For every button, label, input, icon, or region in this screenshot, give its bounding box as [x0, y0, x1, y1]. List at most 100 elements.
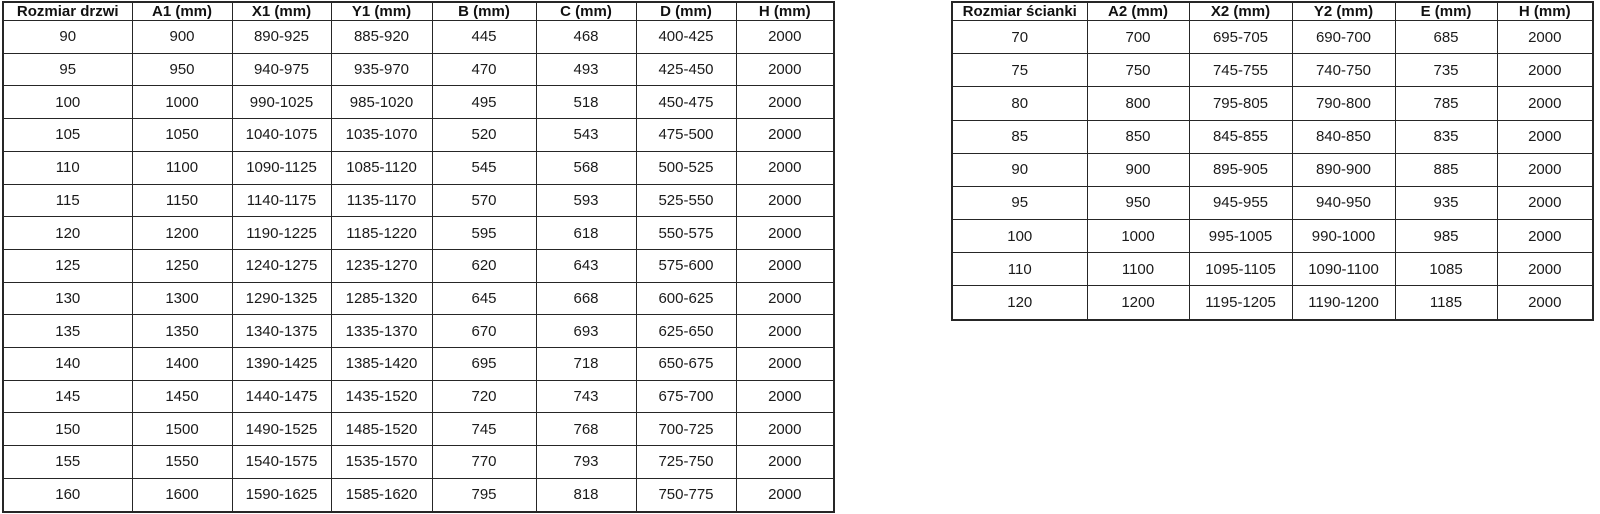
table-cell: 2000	[1496, 86, 1594, 121]
table-cell: 2000	[735, 52, 835, 87]
table-cell: 945-955	[1188, 185, 1293, 221]
table-cell: 2000	[1496, 119, 1594, 154]
table-cell: 1600	[131, 477, 233, 513]
table-cell: 620	[431, 248, 537, 283]
table-cell: 1000	[131, 85, 233, 120]
table-cell: 850	[1086, 119, 1190, 154]
table-cell: 935	[1394, 185, 1498, 221]
table-cell: 2000	[735, 216, 835, 250]
table-cell: 495	[431, 85, 537, 120]
table-row: 95 950 940-975 935-970 470 493 425-450 2000	[2, 52, 835, 87]
table-cell: 995-1005	[1188, 219, 1293, 254]
table-cell: 1300	[131, 281, 233, 316]
table-cell: 468	[535, 20, 637, 54]
table-cell: 890-925	[231, 20, 332, 54]
table-cell: 570	[431, 183, 537, 218]
table-cell: 1200	[1086, 285, 1190, 321]
table-cell: 90	[951, 152, 1088, 187]
table-cell: 1240-1275	[231, 248, 332, 283]
table-cell: 95	[951, 185, 1088, 221]
table-cell: 140	[2, 347, 133, 381]
table-cell: 735	[1394, 53, 1498, 88]
table-cell: 1035-1070	[330, 118, 433, 152]
table-cell: 770	[431, 445, 537, 479]
table-cell: 695-705	[1188, 19, 1293, 55]
table-cell: 575-600	[635, 248, 737, 283]
table-cell: 718	[535, 347, 637, 381]
table-cell: 1190-1225	[231, 216, 332, 250]
table-row: 120 1200 1190-1225 1185-1220 595 618 550-575 20…	[2, 216, 835, 250]
table-cell: 493	[535, 52, 637, 87]
table-cell: 1440-1475	[231, 379, 332, 414]
wall-table-body: 70 700 695-705 690-700 685 2000 75 750 745-755 74…	[951, 19, 1594, 321]
table-cell: 545	[431, 150, 537, 185]
column-header-cell: A1 (mm)	[131, 1, 233, 21]
table-cell: 1100	[1086, 252, 1190, 287]
table-cell: 475-500	[635, 118, 737, 152]
table-cell: 400-425	[635, 20, 737, 54]
header-row: Rozmiar drzwi A1 (mm) X1 (mm) Y1 (mm) B (mm)…	[2, 1, 835, 21]
table-row: 140 1400 1390-1425 1385-1420 695 718 650-675 20…	[2, 347, 835, 381]
table-cell: 1190-1200	[1291, 285, 1396, 321]
column-header-cell: Rozmiar drzwi	[2, 1, 133, 21]
table-cell: 90	[2, 20, 133, 54]
table-cell: 1185	[1394, 285, 1498, 321]
table-cell: 470	[431, 52, 537, 87]
table-cell: 595	[431, 216, 537, 250]
column-header-cell: E (mm)	[1394, 1, 1498, 21]
table-cell: 2000	[1496, 19, 1594, 55]
table-cell: 650-675	[635, 347, 737, 381]
door-table-header: Rozmiar drzwi A1 (mm) X1 (mm) Y1 (mm) B (mm)…	[2, 1, 835, 21]
table-cell: 1535-1570	[330, 445, 433, 479]
table-cell: 885	[1394, 152, 1498, 187]
table-cell: 125	[2, 248, 133, 283]
table-cell: 740-750	[1291, 53, 1396, 88]
table-row: 145 1450 1440-1475 1435-1520 720 743 675-700 20…	[2, 379, 835, 414]
table-cell: 1540-1575	[231, 445, 332, 479]
table-row: 125 1250 1240-1275 1235-1270 620 643 575-600 20…	[2, 248, 835, 283]
table-cell: 1095-1105	[1188, 252, 1293, 287]
table-cell: 990-1000	[1291, 219, 1396, 254]
table-cell: 800	[1086, 86, 1190, 121]
table-cell: 1340-1375	[231, 314, 332, 349]
wall-table-header: Rozmiar ścianki A2 (mm) X2 (mm) Y2 (mm) E (m…	[951, 1, 1594, 21]
table-cell: 1090-1100	[1291, 252, 1396, 287]
table-cell: 1200	[131, 216, 233, 250]
table-cell: 785	[1394, 86, 1498, 121]
table-cell: 1450	[131, 379, 233, 414]
table-cell: 543	[535, 118, 637, 152]
column-header-cell: H (mm)	[735, 1, 835, 21]
table-row: 75 750 745-755 740-750 735 2000	[951, 53, 1594, 88]
table-cell: 1590-1625	[231, 477, 332, 513]
table-cell: 1435-1520	[330, 379, 433, 414]
table-cell: 2000	[735, 248, 835, 283]
table-cell: 500-525	[635, 150, 737, 185]
table-cell: 675-700	[635, 379, 737, 414]
table-cell: 600-625	[635, 281, 737, 316]
table-cell: 95	[2, 52, 133, 87]
table-cell: 790-800	[1291, 86, 1396, 121]
table-cell: 1100	[131, 150, 233, 185]
table-row: 110 1100 1095-1105 1090-1100 1085 2000	[951, 252, 1594, 287]
column-header-cell: C (mm)	[535, 1, 637, 21]
table-row: 120 1200 1195-1205 1190-1200 1185 2000	[951, 285, 1594, 321]
table-cell: 2000	[735, 347, 835, 381]
table-cell: 105	[2, 118, 133, 152]
table-cell: 950	[131, 52, 233, 87]
header-row: Rozmiar ścianki A2 (mm) X2 (mm) Y2 (mm) E (m…	[951, 1, 1594, 21]
table-cell: 550-575	[635, 216, 737, 250]
table-cell: 845-855	[1188, 119, 1293, 154]
table-cell: 2000	[735, 183, 835, 218]
table-row: 150 1500 1490-1525 1485-1520 745 768 700-725 20…	[2, 412, 835, 447]
table-cell: 1335-1370	[330, 314, 433, 349]
table-cell: 425-450	[635, 52, 737, 87]
table-cell: 70	[951, 19, 1088, 55]
table-cell: 625-650	[635, 314, 737, 349]
table-row: 105 1050 1040-1075 1035-1070 520 543 475-500 20…	[2, 118, 835, 152]
table-row: 115 1150 1140-1175 1135-1170 570 593 525-550 20…	[2, 183, 835, 218]
table-cell: 1050	[131, 118, 233, 152]
table-cell: 85	[951, 119, 1088, 154]
table-cell: 115	[2, 183, 133, 218]
table-cell: 750-775	[635, 477, 737, 513]
table-cell: 668	[535, 281, 637, 316]
